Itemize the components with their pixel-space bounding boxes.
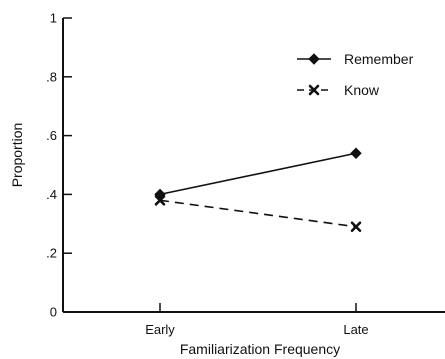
- series-layer: [154, 147, 362, 233]
- legend: Remember Know: [297, 51, 414, 98]
- x-tick-label: Late: [343, 322, 368, 337]
- series-line: [159, 199, 357, 228]
- y-tick-label: .4: [46, 187, 57, 202]
- data-point: [350, 221, 362, 233]
- y-tick-label: .2: [46, 246, 57, 261]
- y-tick-label: .8: [46, 69, 57, 84]
- y-tick-label: .6: [46, 128, 57, 143]
- legend-item: Know: [297, 82, 380, 98]
- legend-swatch-marker: [308, 53, 320, 65]
- x-tick-label: Early: [145, 322, 175, 337]
- y-tick-label: 1: [50, 11, 57, 26]
- series-remember: [154, 147, 362, 201]
- x-axis-title: Familiarization Frequency: [180, 341, 340, 357]
- y-axis-title: Proportion: [9, 123, 25, 188]
- legend-swatch-marker: [308, 84, 320, 96]
- series-know: [154, 194, 362, 233]
- legend-label: Remember: [344, 51, 414, 67]
- data-point: [350, 147, 362, 159]
- y-tick-label: 0: [50, 305, 57, 320]
- data-point: [154, 194, 166, 206]
- y-ticks: 0 .2 .4 .6 .8 1: [46, 11, 72, 320]
- y-axis: 0 .2 .4 .6 .8 1: [46, 11, 72, 320]
- series-line: [159, 152, 357, 196]
- x-axis: Early Late: [63, 303, 445, 337]
- legend-label: Know: [344, 82, 380, 98]
- x-ticks: Early Late: [145, 303, 369, 337]
- legend-item: Remember: [297, 51, 414, 67]
